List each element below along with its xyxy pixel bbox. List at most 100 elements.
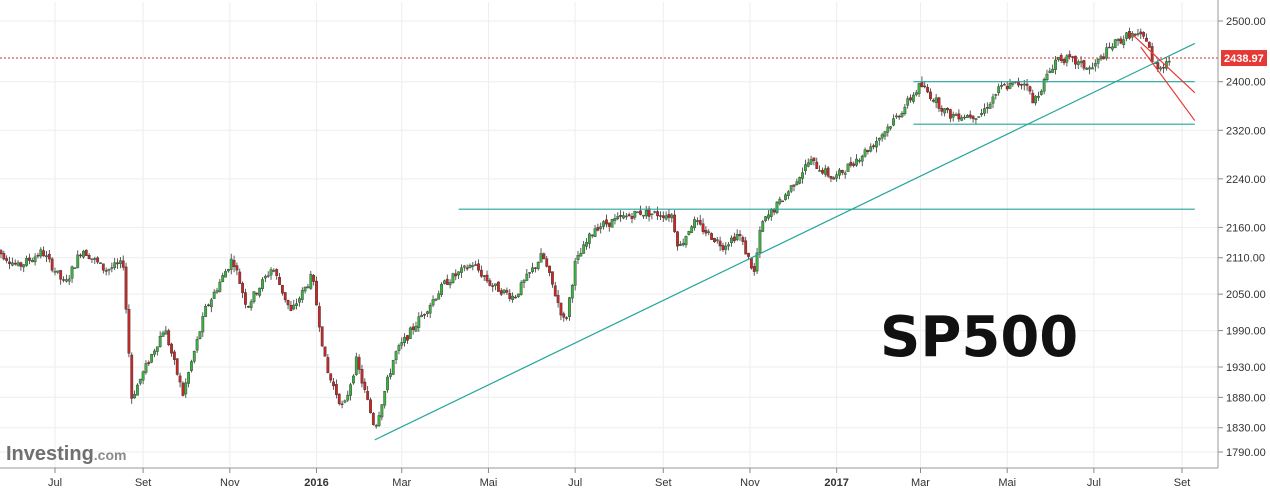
candle-body bbox=[914, 92, 918, 96]
candle-body bbox=[1005, 85, 1009, 90]
candle-body bbox=[795, 181, 799, 185]
candle-body bbox=[573, 260, 577, 286]
candle-body bbox=[1162, 66, 1165, 69]
candle-body bbox=[266, 275, 270, 277]
candle-body bbox=[84, 249, 88, 256]
candle-body bbox=[448, 282, 452, 286]
candle-body bbox=[150, 354, 154, 363]
candle-body bbox=[241, 282, 244, 294]
candle-body bbox=[292, 304, 296, 310]
candle-body bbox=[758, 230, 762, 253]
candle-body bbox=[704, 229, 708, 234]
candle-body bbox=[815, 161, 819, 169]
candle-body bbox=[283, 292, 287, 301]
candle-body bbox=[587, 233, 591, 244]
x-tick-label: Jul bbox=[48, 477, 62, 489]
candle-body bbox=[1082, 60, 1086, 69]
candle-body bbox=[809, 159, 813, 165]
candle-body bbox=[812, 157, 816, 162]
candle-body bbox=[602, 221, 605, 227]
candle-body bbox=[897, 115, 901, 118]
candle-body bbox=[710, 233, 713, 240]
x-axis: Jul Set Nov 2016 Mar Mai Jul Set Nov 2017 Mar Mai Ju… bbox=[0, 467, 1218, 489]
candle-body bbox=[991, 96, 995, 104]
candle-body bbox=[929, 91, 932, 100]
candle-body bbox=[977, 116, 981, 118]
candles bbox=[0, 27, 1171, 429]
x-tick-label: Nov bbox=[220, 477, 240, 489]
candle-body bbox=[653, 211, 657, 213]
candle-body bbox=[883, 131, 887, 137]
candle-body bbox=[1085, 67, 1089, 70]
candle-body bbox=[644, 210, 648, 217]
candle-body bbox=[596, 227, 600, 231]
candle-body bbox=[985, 107, 989, 109]
candle-body bbox=[866, 150, 870, 152]
candle-body bbox=[190, 361, 193, 371]
candle-body bbox=[352, 375, 355, 384]
candle-body bbox=[326, 357, 330, 373]
candle-body bbox=[843, 172, 847, 175]
y-axis: 1790.00 1830.00 1880.00 1930.00 1990.00 2050.… bbox=[1217, 0, 1266, 468]
candle-body bbox=[431, 299, 435, 306]
candle-body bbox=[434, 298, 438, 301]
candle-body bbox=[2, 253, 6, 260]
candle-body bbox=[477, 263, 480, 271]
candle-body bbox=[198, 331, 202, 339]
candle-body bbox=[235, 265, 239, 271]
candle-body bbox=[533, 267, 537, 269]
candle-body bbox=[454, 273, 458, 277]
candle-body bbox=[1025, 83, 1029, 86]
candle-body bbox=[315, 280, 318, 306]
logo-suffix-text: .com bbox=[94, 447, 127, 463]
candle-body bbox=[749, 257, 753, 269]
candle-body bbox=[695, 220, 699, 222]
candle-body bbox=[983, 108, 986, 114]
candle-body bbox=[519, 282, 523, 295]
x-tick-label: Mar bbox=[911, 477, 930, 489]
candle-body bbox=[167, 330, 171, 346]
candle-body bbox=[619, 215, 623, 217]
candle-body bbox=[849, 161, 853, 166]
candle-body bbox=[926, 87, 930, 93]
candle-body bbox=[576, 255, 580, 261]
candle-body bbox=[425, 311, 429, 314]
candle-body bbox=[366, 391, 370, 400]
candle-body bbox=[460, 267, 463, 273]
candle-body bbox=[681, 242, 685, 246]
candle-body bbox=[693, 219, 696, 229]
candle-body bbox=[1076, 61, 1080, 65]
candle-body bbox=[1139, 31, 1143, 35]
candle-body bbox=[775, 201, 779, 213]
candle-body bbox=[761, 221, 765, 232]
candle-body bbox=[272, 270, 276, 272]
candle-body bbox=[781, 200, 785, 203]
candle-body bbox=[67, 278, 71, 282]
candle-body bbox=[0, 250, 3, 255]
candle-body bbox=[300, 290, 304, 300]
candle-body bbox=[79, 254, 82, 257]
candle-body bbox=[801, 172, 804, 179]
candle-body bbox=[724, 245, 728, 250]
candle-body bbox=[744, 240, 748, 255]
candle-body bbox=[701, 223, 705, 232]
candle-body bbox=[715, 239, 719, 242]
candle-body bbox=[752, 266, 756, 272]
candle-body bbox=[113, 262, 117, 268]
candle-body bbox=[1045, 73, 1049, 81]
candle-body bbox=[1142, 32, 1146, 37]
y-tick-label: 2110.00 bbox=[1226, 253, 1265, 265]
candle-body bbox=[846, 163, 850, 172]
candle-body bbox=[329, 373, 333, 381]
candle-body bbox=[110, 267, 114, 269]
candle-body bbox=[633, 210, 637, 218]
candle-body bbox=[403, 336, 407, 343]
candle-body bbox=[590, 234, 594, 237]
y-tick-label: 1880.00 bbox=[1226, 392, 1266, 404]
candle-body bbox=[303, 286, 307, 292]
x-tick-label: Mar bbox=[392, 477, 411, 489]
candle-body bbox=[511, 295, 515, 300]
candle-body bbox=[670, 214, 674, 219]
candle-body bbox=[1093, 63, 1097, 67]
candle-body bbox=[994, 94, 998, 96]
